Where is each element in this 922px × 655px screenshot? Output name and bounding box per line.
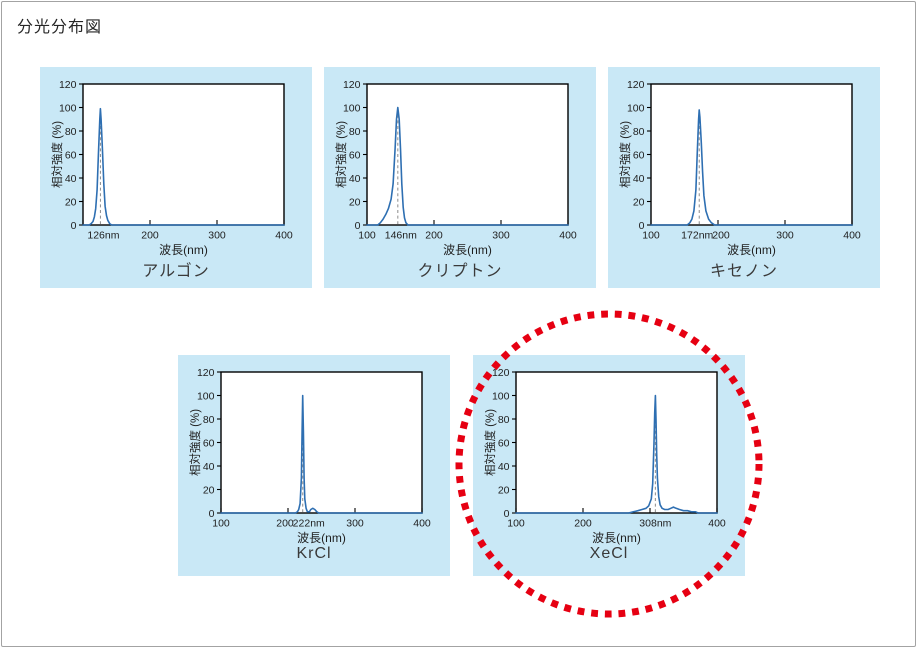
- svg-text:300: 300: [346, 518, 364, 530]
- svg-text:60: 60: [633, 149, 645, 161]
- chart-caption-xenon: キセノン: [709, 263, 778, 280]
- svg-text:相対強度 (%): 相対強度 (%): [483, 409, 497, 476]
- chart-panel-krypton: 0 20 40 60 80 100 120 100 146nm 200 300 400 相対強度 (%)…: [324, 67, 596, 288]
- svg-text:40: 40: [65, 173, 77, 185]
- svg-text:波長(nm): 波長(nm): [297, 531, 346, 545]
- spectral-chart-argon: 0 20 40 60 80 100 120 126nm 200 300 400 相対強度 (%) 波長(…: [50, 79, 293, 257]
- svg-text:20: 20: [203, 484, 215, 496]
- svg-text:60: 60: [203, 437, 215, 449]
- svg-text:80: 80: [203, 414, 215, 426]
- svg-text:100: 100: [212, 518, 230, 530]
- svg-text:222nm: 222nm: [293, 518, 325, 530]
- svg-text:0: 0: [71, 220, 77, 232]
- chart-panel-xecl: 0 20 40 60 80 100 120 100 200 308nm 400 相対強度 (%) 波長(…: [473, 355, 745, 576]
- svg-text:40: 40: [349, 173, 361, 185]
- svg-text:80: 80: [633, 126, 645, 138]
- svg-text:40: 40: [203, 461, 215, 473]
- svg-text:200: 200: [574, 518, 592, 530]
- svg-text:400: 400: [275, 230, 293, 242]
- svg-text:126nm: 126nm: [87, 230, 119, 242]
- svg-text:0: 0: [355, 220, 361, 232]
- svg-text:200: 200: [425, 230, 443, 242]
- chart-panel-krcl: 0 20 40 60 80 100 120 100 200 222nm 300 400 相対強度 (%)…: [178, 355, 450, 576]
- svg-text:400: 400: [708, 518, 726, 530]
- svg-text:波長(nm): 波長(nm): [443, 243, 492, 257]
- svg-text:60: 60: [65, 149, 77, 161]
- svg-text:120: 120: [492, 367, 510, 379]
- svg-text:40: 40: [498, 461, 510, 473]
- svg-text:300: 300: [776, 230, 794, 242]
- svg-text:相対強度 (%): 相対強度 (%): [188, 409, 202, 476]
- chart-caption-argon: アルゴン: [142, 263, 210, 280]
- svg-text:0: 0: [639, 220, 645, 232]
- svg-text:80: 80: [65, 126, 77, 138]
- svg-text:172nm: 172nm: [681, 230, 713, 242]
- figure-border: [1, 1, 916, 647]
- svg-text:20: 20: [633, 196, 645, 208]
- svg-text:308nm: 308nm: [639, 518, 671, 530]
- svg-text:80: 80: [498, 414, 510, 426]
- svg-text:40: 40: [633, 173, 645, 185]
- svg-text:120: 120: [59, 79, 77, 91]
- svg-text:相対強度 (%): 相対強度 (%): [618, 121, 632, 188]
- svg-text:20: 20: [498, 484, 510, 496]
- svg-text:80: 80: [349, 126, 361, 138]
- svg-text:波長(nm): 波長(nm): [159, 243, 208, 257]
- svg-text:波長(nm): 波長(nm): [727, 243, 776, 257]
- svg-text:100: 100: [358, 230, 376, 242]
- svg-text:100: 100: [59, 102, 77, 114]
- svg-text:波長(nm): 波長(nm): [592, 531, 641, 545]
- svg-text:100: 100: [343, 102, 361, 114]
- spectral-chart-krypton: 0 20 40 60 80 100 120 100 146nm 200 300 400 相対強度 (%)…: [334, 79, 577, 257]
- svg-text:300: 300: [492, 230, 510, 242]
- svg-text:100: 100: [197, 390, 215, 402]
- svg-text:400: 400: [413, 518, 431, 530]
- svg-text:400: 400: [843, 230, 861, 242]
- svg-text:400: 400: [559, 230, 577, 242]
- svg-text:146nm: 146nm: [385, 230, 417, 242]
- svg-text:120: 120: [343, 79, 361, 91]
- chart-panel-argon: 0 20 40 60 80 100 120 126nm 200 300 400 相対強度 (%) 波長(…: [40, 67, 312, 288]
- svg-text:120: 120: [627, 79, 645, 91]
- svg-text:200: 200: [276, 518, 294, 530]
- svg-text:100: 100: [627, 102, 645, 114]
- chart-caption-krcl: KrCl: [296, 545, 332, 562]
- svg-text:100: 100: [492, 390, 510, 402]
- svg-text:0: 0: [209, 508, 215, 520]
- svg-text:300: 300: [208, 230, 226, 242]
- svg-text:60: 60: [498, 437, 510, 449]
- svg-text:20: 20: [65, 196, 77, 208]
- svg-text:100: 100: [507, 518, 525, 530]
- svg-text:60: 60: [349, 149, 361, 161]
- chart-panel-xenon: 0 20 40 60 80 100 120 100 172nm 200 300 400 相対強度 (%)…: [608, 67, 880, 288]
- svg-text:100: 100: [642, 230, 660, 242]
- svg-text:相対強度 (%): 相対強度 (%): [334, 121, 348, 188]
- figure-title: 分光分布図: [17, 19, 103, 36]
- svg-text:相対強度 (%): 相対強度 (%): [50, 121, 64, 188]
- chart-caption-krypton: クリプトン: [417, 263, 503, 280]
- svg-text:120: 120: [197, 367, 215, 379]
- svg-text:200: 200: [141, 230, 159, 242]
- svg-text:20: 20: [349, 196, 361, 208]
- svg-text:200: 200: [712, 230, 730, 242]
- chart-caption-xecl: XeCl: [589, 545, 629, 562]
